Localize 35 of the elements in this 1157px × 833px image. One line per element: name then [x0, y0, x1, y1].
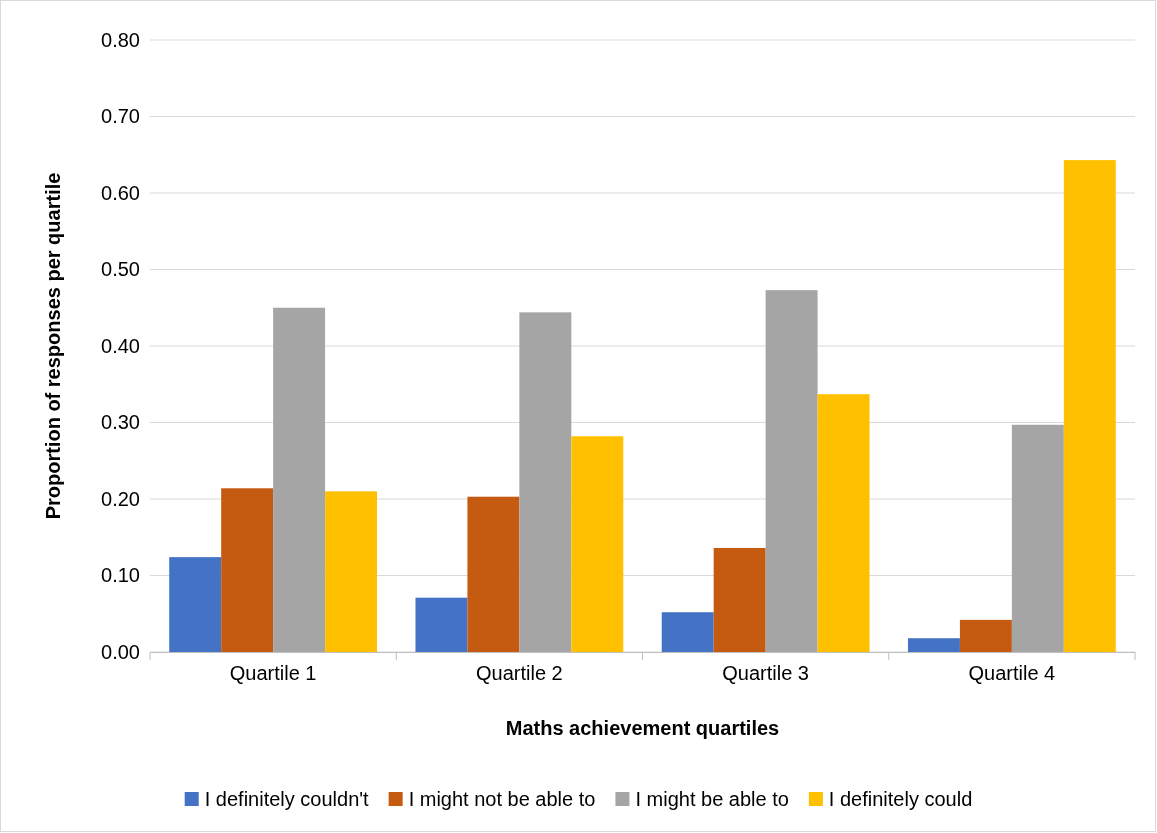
y-tick-label: 0.20 — [101, 487, 140, 510]
y-axis-title: Proportion of responses per quartile — [42, 172, 64, 520]
bar — [273, 307, 326, 652]
x-tick-label: Quartile 1 — [229, 662, 317, 685]
bar — [519, 312, 572, 652]
x-tick-label: Quartile 4 — [968, 662, 1056, 685]
x-axis-title: Maths achievement quartiles — [505, 717, 780, 739]
y-tick-label: 0.50 — [101, 258, 140, 281]
bar — [661, 612, 714, 652]
bar — [1011, 424, 1064, 652]
y-tick-label: 0.10 — [101, 564, 140, 587]
legend-label: I definitely could — [828, 788, 973, 810]
bar — [221, 488, 274, 652]
bar — [325, 491, 378, 652]
y-tick-label: 0.80 — [101, 28, 140, 51]
x-tick-label: Quartile 3 — [722, 662, 809, 685]
x-tick-label: Quartile 2 — [476, 662, 563, 685]
y-tick-label: 0.30 — [101, 411, 140, 434]
bar — [1063, 160, 1116, 652]
bar — [817, 394, 870, 652]
legend-label: I definitely couldn't — [204, 788, 370, 810]
legend-label: I might not be able to — [408, 788, 596, 810]
y-tick-label: 0.00 — [101, 640, 140, 663]
y-tick-label: 0.60 — [101, 181, 140, 204]
bar — [169, 557, 222, 652]
bar — [571, 436, 624, 652]
bar — [907, 638, 960, 652]
legend-label: I might be able to — [635, 788, 789, 810]
bar — [467, 496, 520, 652]
y-tick-label: 0.40 — [101, 334, 140, 357]
y-tick-label: 0.70 — [101, 105, 140, 128]
bar — [959, 619, 1012, 652]
bar — [765, 290, 818, 652]
bar — [415, 597, 468, 652]
bar — [713, 547, 766, 652]
